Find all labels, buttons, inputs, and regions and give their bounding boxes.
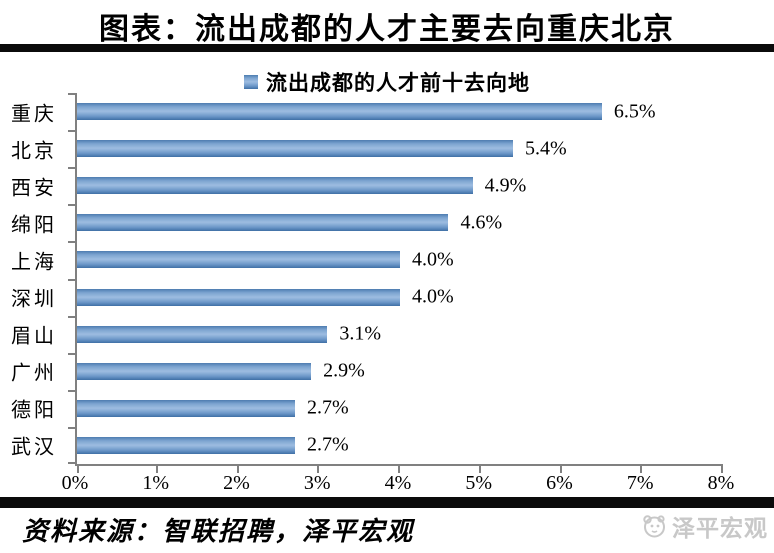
y-axis-tick bbox=[68, 352, 75, 355]
x-axis-tick bbox=[317, 466, 320, 473]
bar-眉山 bbox=[77, 325, 328, 343]
y-axis-label: 武汉 bbox=[11, 436, 57, 459]
legend-label: 流出成都的人才前十去向地 bbox=[266, 71, 530, 95]
watermark-label: 泽平宏观 bbox=[672, 516, 768, 541]
top-divider bbox=[0, 44, 774, 52]
value-label: 3.1% bbox=[339, 322, 381, 345]
bar-深圳 bbox=[77, 288, 400, 306]
legend: 流出成都的人才前十去向地 bbox=[0, 67, 774, 97]
value-label: 4.6% bbox=[460, 211, 503, 234]
x-axis-tick-label: 0% bbox=[61, 472, 89, 494]
value-label: 5.4% bbox=[525, 137, 567, 160]
bar-德阳 bbox=[77, 399, 296, 417]
x-axis-tick-label: 2% bbox=[223, 472, 250, 494]
x-axis-tick bbox=[640, 466, 643, 473]
bar-北京 bbox=[77, 140, 514, 158]
x-axis-tick-label: 4% bbox=[384, 472, 412, 494]
x-axis-tick-label: 1% bbox=[142, 472, 170, 494]
x-axis-tick-label: 5% bbox=[465, 472, 493, 494]
x-axis-tick-label: 7% bbox=[626, 472, 654, 494]
watermark: 泽平宏观 bbox=[641, 509, 768, 543]
x-axis-tick-label: 8% bbox=[707, 472, 735, 494]
y-axis-label: 北京 bbox=[11, 140, 57, 163]
y-axis-label: 眉山 bbox=[11, 325, 57, 348]
y-axis-tick bbox=[68, 167, 75, 170]
zeping-macro-logo-icon bbox=[641, 513, 668, 540]
x-axis-tick bbox=[721, 466, 723, 473]
y-axis-tick bbox=[68, 130, 75, 133]
y-axis-tick bbox=[68, 241, 75, 244]
bar-重庆 bbox=[77, 103, 602, 121]
bar-武汉 bbox=[77, 436, 296, 454]
value-label: 4.9% bbox=[484, 174, 527, 197]
y-axis-tick bbox=[68, 278, 75, 281]
value-label: 6.5% bbox=[613, 100, 656, 123]
y-axis-tick bbox=[68, 426, 75, 429]
legend-marker-icon bbox=[244, 75, 258, 89]
x-axis-tick bbox=[236, 466, 239, 473]
value-label: 2.7% bbox=[307, 396, 349, 419]
value-label: 4.0% bbox=[412, 285, 454, 308]
bar-广州 bbox=[77, 362, 312, 380]
x-axis-tick-label: 3% bbox=[303, 472, 331, 494]
chart-title: 图表：流出成都的人才主要去向重庆北京 bbox=[99, 13, 675, 46]
y-axis-tick bbox=[68, 462, 75, 464]
y-axis-label: 深圳 bbox=[11, 288, 57, 311]
y-axis-label: 重庆 bbox=[11, 103, 57, 126]
y-axis-tick bbox=[68, 93, 75, 95]
y-axis-label: 德阳 bbox=[11, 399, 57, 422]
bar-西安 bbox=[77, 177, 473, 195]
y-axis-tick bbox=[68, 389, 75, 392]
bar-绵阳 bbox=[77, 214, 449, 232]
x-axis-tick-label: 6% bbox=[546, 472, 573, 494]
y-axis-label: 绵阳 bbox=[11, 214, 57, 237]
bar-上海 bbox=[77, 251, 400, 269]
y-axis-tick bbox=[68, 315, 75, 318]
x-axis-tick bbox=[478, 466, 481, 473]
value-label: 2.9% bbox=[323, 359, 365, 382]
x-axis-tick bbox=[398, 466, 400, 473]
x-axis-tick bbox=[77, 466, 79, 473]
y-axis-label: 上海 bbox=[11, 251, 57, 274]
source-note: 资料来源：智联招聘，泽平宏观 bbox=[22, 517, 415, 546]
value-label: 2.7% bbox=[307, 433, 349, 456]
bottom-divider bbox=[0, 497, 774, 508]
x-axis-tick bbox=[559, 466, 562, 473]
y-axis-label: 西安 bbox=[11, 177, 57, 200]
plot-area: 6.5% 5.4% 4.9% 4.6% 4.0% 4.0% 3.1% 2.9% 2.7% 2.7% bbox=[68, 93, 723, 473]
x-axis-tick bbox=[155, 466, 158, 473]
y-axis-tick bbox=[68, 204, 75, 207]
value-label: 4.0% bbox=[412, 248, 454, 271]
y-axis-label: 广州 bbox=[11, 362, 57, 385]
